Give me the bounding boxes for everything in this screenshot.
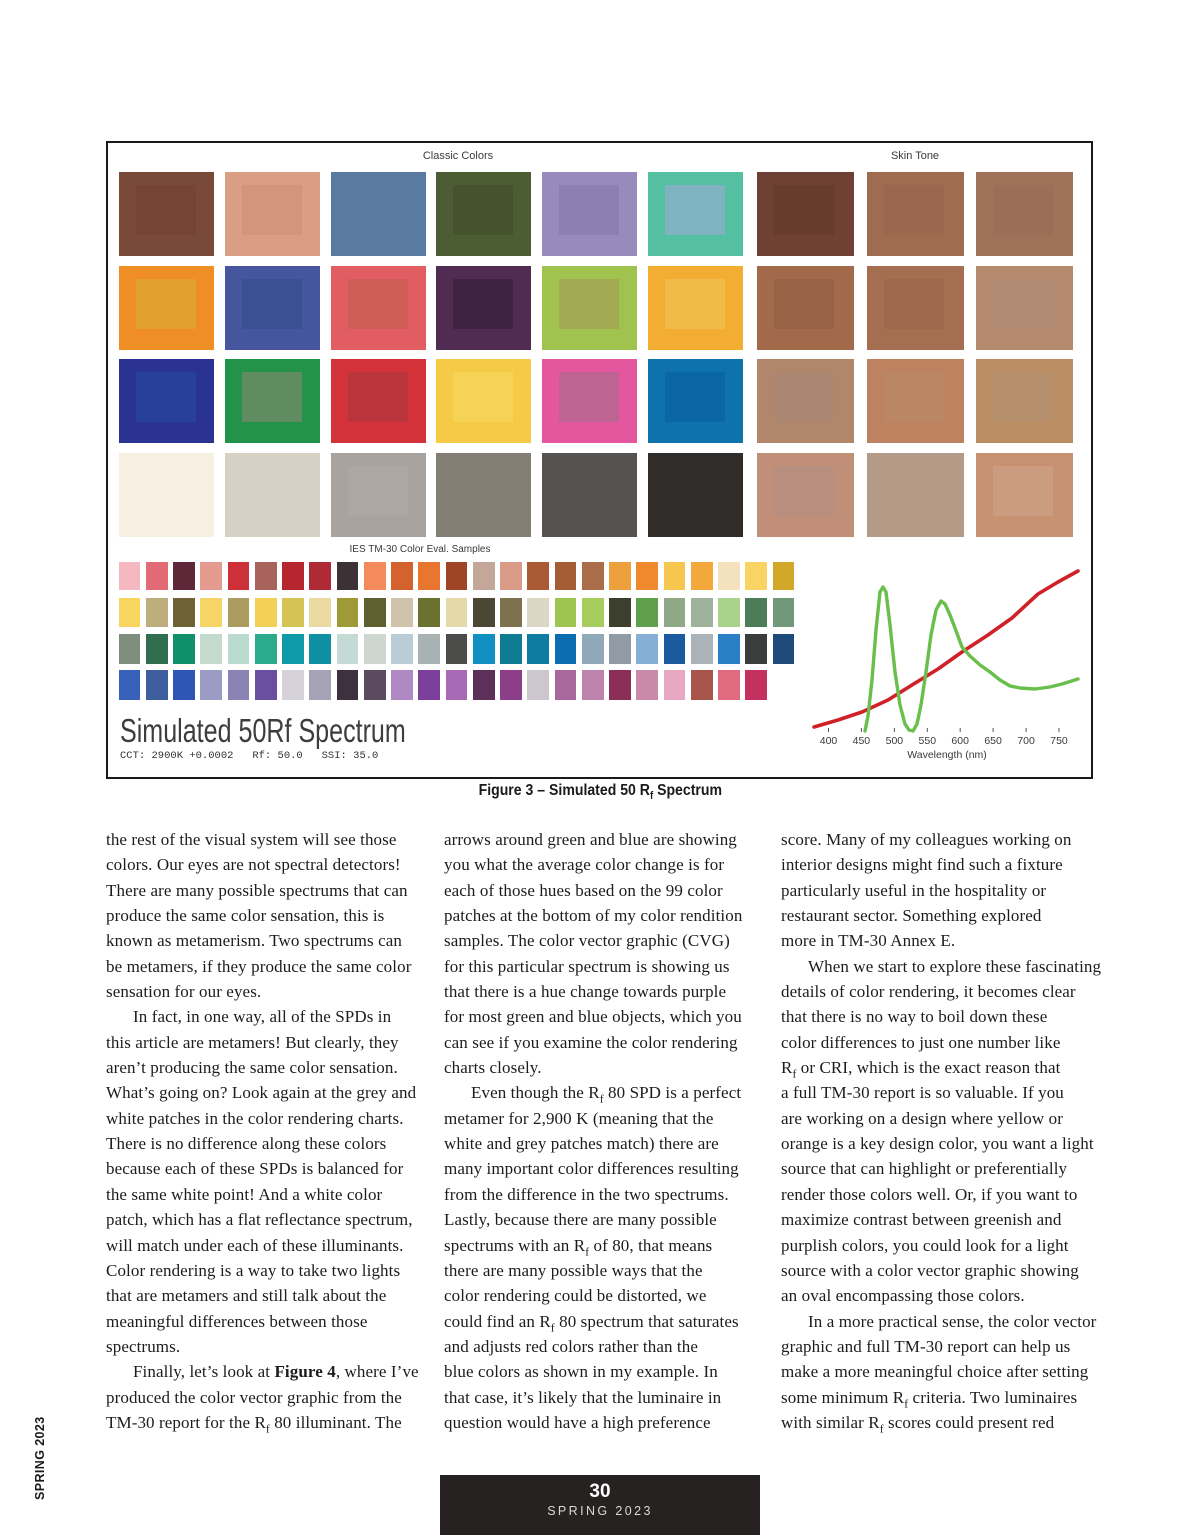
svg-text:650: 650: [984, 735, 1002, 747]
svg-text:Wavelength (nm): Wavelength (nm): [907, 749, 987, 761]
svg-text:400: 400: [820, 735, 838, 747]
svg-text:700: 700: [1017, 735, 1035, 747]
svg-text:750: 750: [1050, 735, 1068, 747]
svg-text:500: 500: [886, 735, 904, 747]
svg-text:450: 450: [853, 735, 871, 747]
svg-text:550: 550: [919, 735, 937, 747]
svg-text:600: 600: [951, 735, 969, 747]
